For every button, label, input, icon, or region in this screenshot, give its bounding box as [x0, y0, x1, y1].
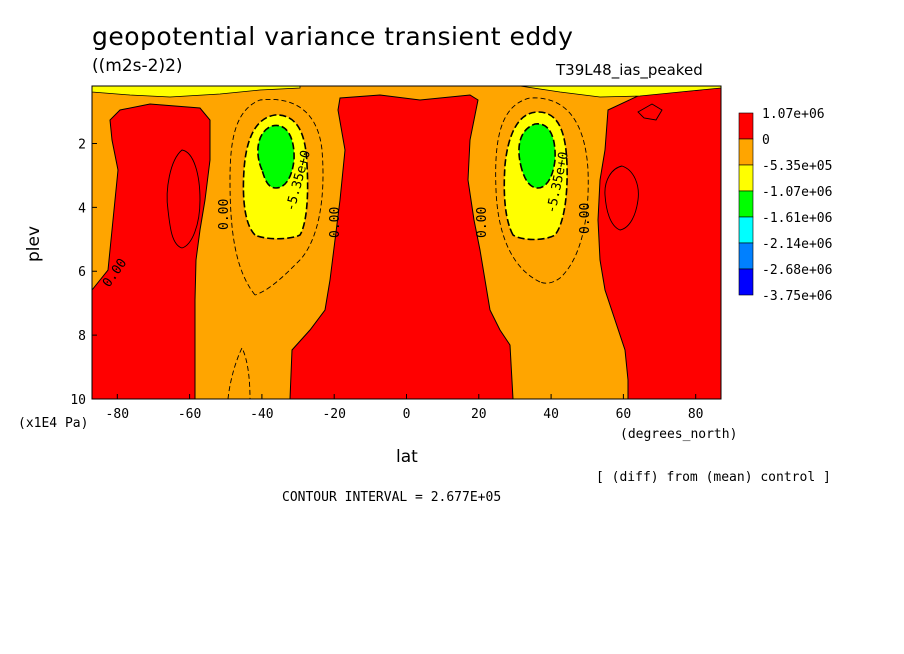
- contour-closed-north-top: [637, 103, 663, 121]
- y-tick-label: 2: [78, 137, 86, 152]
- diff-note: [ (diff) from (mean) control ]: [596, 470, 831, 485]
- contour-label: 0.00: [217, 199, 232, 230]
- colorbar-label: -1.07e+06: [762, 185, 832, 200]
- y-units-label: (x1E4 Pa): [18, 416, 89, 431]
- x-tick-label: 80: [688, 407, 704, 422]
- fill-red-equatorial: [289, 94, 514, 399]
- contour-dashed-south-lower: [227, 346, 251, 399]
- x-tick-label: -80: [106, 407, 129, 422]
- fill-top-strip: [92, 86, 301, 98]
- x-tick-label: -40: [250, 407, 273, 422]
- fill-red-southern: [92, 103, 211, 399]
- contour-closed-south: [166, 149, 201, 249]
- colorbar-label: 1.07e+06: [762, 107, 825, 122]
- fill-green-south: [257, 124, 295, 189]
- x-axis-label: lat: [396, 447, 418, 467]
- colorbar-label: -2.68e+06: [762, 263, 832, 278]
- run-label: T39L48_ias_peaked: [556, 61, 703, 79]
- y-tick-label: 4: [78, 201, 86, 216]
- fill-top-strip-north: [519, 86, 721, 98]
- y-axis: 2 4 6 8 10: [70, 137, 97, 408]
- y-axis-label: plev: [24, 225, 44, 262]
- x-tick-label: 0: [403, 407, 411, 422]
- x-tick-label: 60: [616, 407, 632, 422]
- colorbar-label: 0: [762, 133, 770, 148]
- colorbar-label: -5.35e+05: [762, 159, 832, 174]
- colorbar-swatch: [738, 242, 754, 270]
- colorbar-label: -3.75e+06: [762, 289, 832, 304]
- y-tick-label: 10: [70, 393, 86, 408]
- x-axis: -80 -60 -40 -20 0 20 40 60 80: [106, 394, 704, 422]
- colorbar-swatch: [738, 112, 754, 140]
- y-tick-label: 6: [78, 265, 86, 280]
- y-tick-label: 8: [78, 329, 86, 344]
- contour-label: 0.00: [578, 203, 593, 234]
- contour-label: 0.00: [475, 207, 490, 238]
- x-units-label: (degrees_north): [620, 427, 738, 442]
- fill-green-north: [518, 123, 556, 189]
- contour-closed-north: [604, 165, 639, 231]
- x-tick-label: -60: [178, 407, 201, 422]
- colorbar-swatch: [738, 268, 754, 296]
- colorbar-swatch: [738, 216, 754, 244]
- colorbar-label: -1.61e+06: [762, 211, 832, 226]
- colorbar-swatch: [738, 164, 754, 192]
- x-tick-label: -20: [322, 407, 345, 422]
- contour-interval: CONTOUR INTERVAL = 2.677E+05: [282, 490, 502, 505]
- x-tick-label: 40: [543, 407, 559, 422]
- contour-fills: [92, 86, 721, 399]
- chart-subtitle: ((m2s-2)2): [92, 56, 183, 76]
- colorbar-swatch: [738, 138, 754, 166]
- contour-dashed-north: [495, 97, 589, 284]
- contour-label: 0.00: [328, 207, 343, 238]
- chart-title: geopotential variance transient eddy: [92, 22, 574, 51]
- x-tick-label: 20: [471, 407, 487, 422]
- colorbar-swatch: [738, 190, 754, 218]
- colorbar-label: -2.14e+06: [762, 237, 832, 252]
- contour-dashed-south: [229, 98, 324, 296]
- colorbar: 1.07e+06 0 -5.35e+05 -1.07e+06 -1.61e+06 -2.1…: [738, 107, 832, 304]
